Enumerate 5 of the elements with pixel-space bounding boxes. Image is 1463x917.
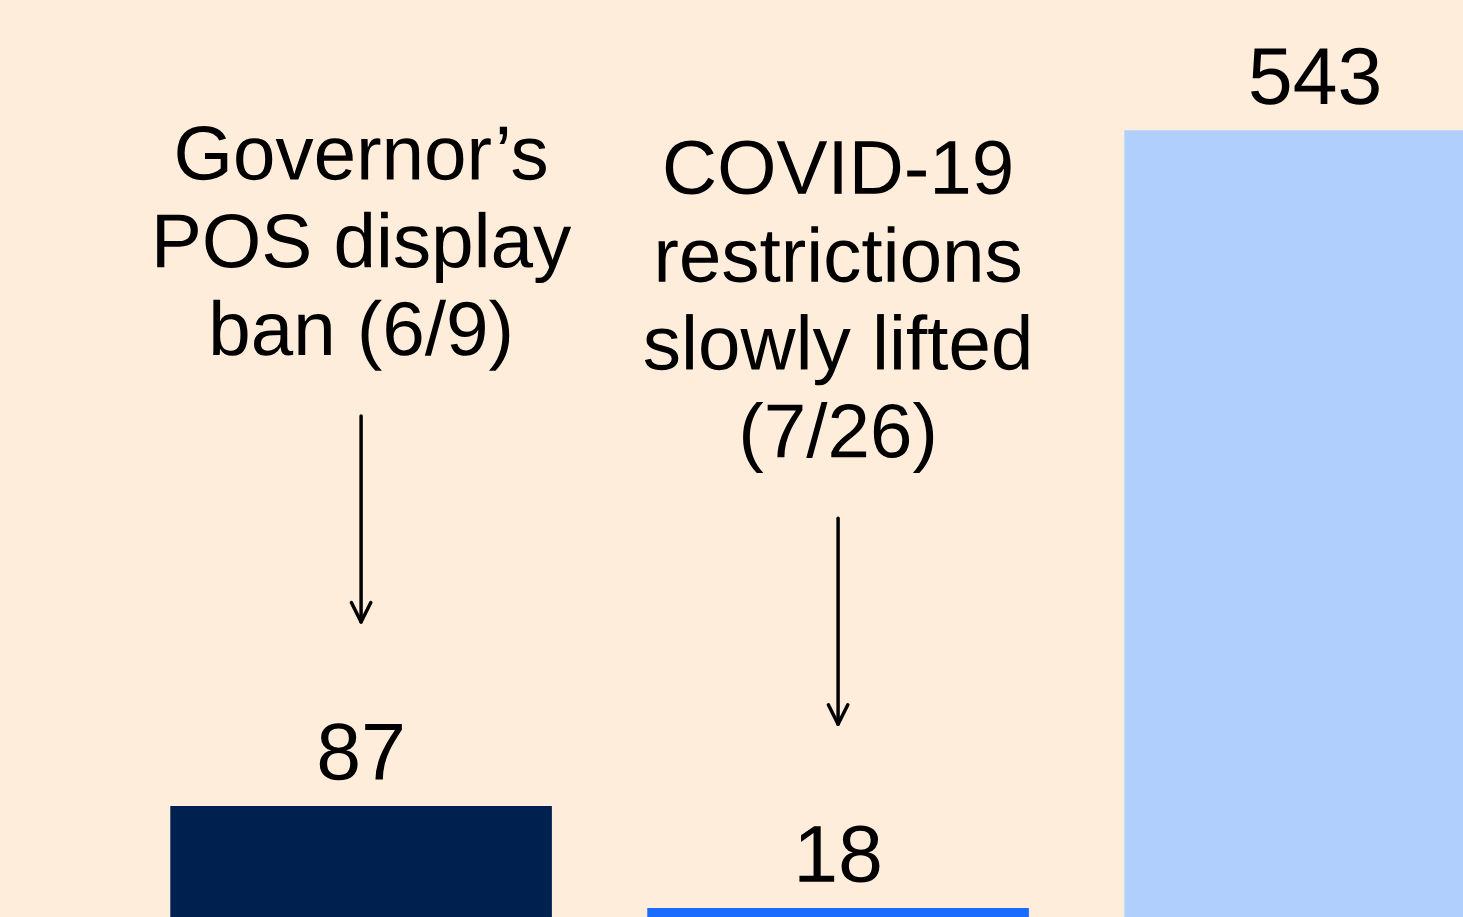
data-label: 18 xyxy=(799,825,880,883)
annotation: COVID-19 restrictions slowly lifted (7/26) xyxy=(644,140,1029,474)
data-label: 87 xyxy=(319,723,402,781)
annotation: Governor’s POS display ban (6/9) xyxy=(157,126,572,371)
data-label: 543 xyxy=(1251,47,1379,105)
